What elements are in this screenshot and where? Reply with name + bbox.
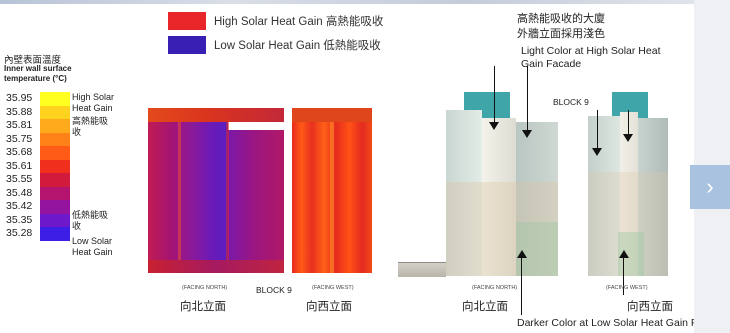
scale-color-cell (40, 213, 70, 227)
photo-west-tower-left (588, 116, 620, 276)
legend-low: Low Solar Heat Gain 低熱能吸收 (168, 36, 381, 54)
thermal-west-recess (330, 122, 334, 273)
color-scale-bar (40, 92, 70, 241)
arrow-dark-2 (623, 257, 625, 295)
arrow-head-up-icon (517, 250, 527, 258)
arrow-head-down-icon (623, 134, 633, 142)
photo-west-warm-tint (588, 172, 668, 276)
scale-color-cell (40, 105, 70, 119)
scale-value: 35.28 (6, 227, 33, 239)
top-banner-strip (0, 0, 694, 4)
arrow-head-down-icon (592, 148, 602, 156)
photo-caption-facing-north: (FACING NORTH) (472, 285, 518, 291)
thermal-west-elevation (292, 108, 372, 273)
legend-high-swatch (168, 12, 206, 30)
thermal-north-recess (178, 122, 181, 273)
photo-note-dark: Darker Color at Low Solar Heat Gain Faca… (517, 317, 726, 329)
scale-value: 35.61 (6, 159, 33, 172)
scale-value: 35.42 (6, 200, 33, 212)
chevron-right-icon: › (706, 174, 714, 199)
thermal-north-recess (226, 122, 229, 273)
scale-color-cell (40, 200, 70, 214)
scale-color-cell (40, 146, 70, 160)
arrow-light-4 (628, 110, 630, 136)
photo-podium (398, 262, 446, 277)
thermal-north-base (148, 260, 284, 273)
arrow-head-down-icon (522, 130, 532, 138)
thermal-north-roof (148, 108, 284, 122)
thermal-north-tower-left (148, 122, 228, 273)
legend-high-label: High Solar Heat Gain 高熱能吸收 (214, 16, 384, 28)
photo-west-elevation-zh: 向西立面 (627, 299, 673, 313)
scale-value: 35.48 (6, 186, 33, 199)
photo-note-light: Light Color at High Solar Heat Gain Faca… (521, 45, 661, 70)
arrow-light-2 (527, 66, 529, 132)
photo-north-green-tint (516, 222, 558, 276)
legend-high: High Solar Heat Gain 高熱能吸收 (168, 12, 383, 30)
thermal-north-elevation-zh: 向北立面 (180, 299, 226, 313)
scale-value-labels: 35.95 35.88 35.81 35.75 35.68 35.61 35.5… (6, 92, 32, 241)
scale-title-en: Inner wall surface temperature (°C) (4, 64, 72, 83)
photo-west-tower-right (638, 118, 668, 276)
scale-high-note-en: High Solar Heat Gain (72, 92, 115, 113)
legend-low-swatch (168, 36, 206, 54)
scale-color-cell (40, 119, 70, 133)
scale-value: 35.75 (6, 132, 33, 145)
scale-low-note-zh: 低熱能吸收 (72, 210, 109, 231)
arrow-light-1 (494, 66, 496, 124)
photo-north-tower-mid (482, 118, 516, 276)
photo-block-label: BLOCK 9 (553, 97, 589, 107)
arrow-dark-1 (521, 257, 523, 315)
scale-title-zh: 內壁表面溫度 (4, 55, 62, 66)
legend-low-label: Low Solar Heat Gain 低熱能吸收 (214, 40, 381, 52)
photo-north-elevation-zh: 向北立面 (462, 299, 508, 313)
scale-color-cell (40, 159, 70, 173)
scale-value: 35.68 (6, 146, 33, 158)
photo-north-elevation (446, 92, 558, 276)
thermal-caption-facing-west: (FACING WEST) (312, 285, 354, 291)
thermal-north-tower-right (228, 130, 284, 273)
scale-value: 35.95 (6, 92, 33, 104)
arrow-head-down-icon (489, 122, 499, 130)
scale-value: 35.88 (6, 105, 33, 118)
scale-high-note-zh: 高熱能吸收 (72, 116, 109, 137)
next-slide-button[interactable]: › (690, 165, 730, 209)
scale-color-cell (40, 173, 70, 187)
scale-color-cell (40, 227, 70, 241)
scale-value: 35.55 (6, 173, 33, 185)
thermal-block-label: BLOCK 9 (256, 285, 292, 295)
photo-note-zh-line1: 高熱能吸收的大廈 (517, 12, 605, 25)
photo-north-warm-tint (446, 182, 558, 276)
scale-color-cell (40, 132, 70, 146)
thermal-north-elevation (148, 108, 284, 273)
arrow-head-up-icon (619, 250, 629, 258)
thermal-west-roof (292, 108, 372, 122)
scale-color-cell (40, 186, 70, 200)
thermal-caption-facing-north: (FACING NORTH) (182, 285, 228, 291)
photo-north-tower-left (446, 110, 482, 276)
photo-west-elevation (588, 92, 668, 276)
photo-caption-facing-west: (FACING WEST) (606, 285, 648, 291)
arrow-light-3 (597, 110, 599, 150)
photo-note-zh-line2: 外牆立面採用淺色 (517, 27, 605, 40)
scale-value: 35.81 (6, 119, 33, 131)
scale-value: 35.35 (6, 213, 33, 226)
scale-low-note-en: Low Solar Heat Gain (72, 236, 113, 257)
scale-color-cell (40, 92, 70, 106)
photo-west-tower-mid (620, 112, 638, 276)
thermal-north-tower-right-top (228, 122, 284, 130)
thermal-west-elevation-zh: 向西立面 (306, 299, 352, 313)
